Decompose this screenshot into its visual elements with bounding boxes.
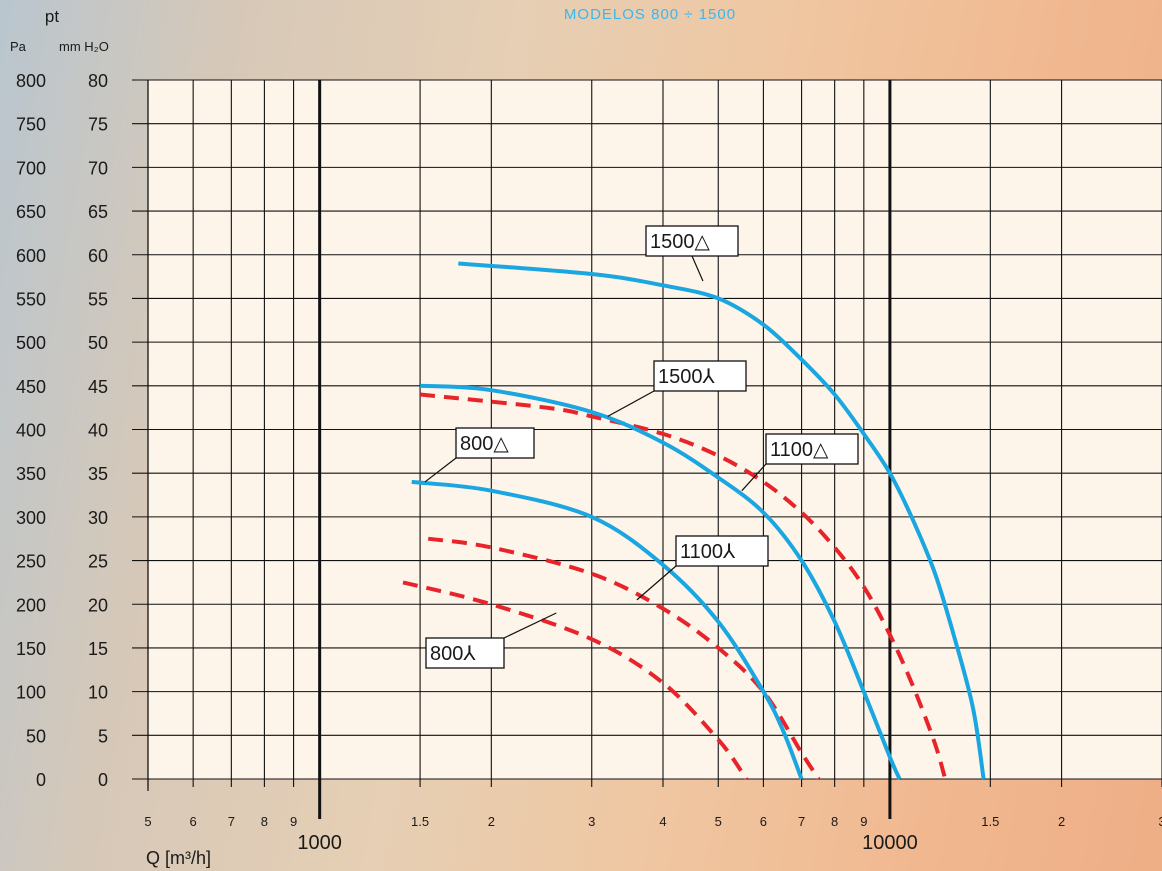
series-label-box xyxy=(653,360,747,392)
series-leader xyxy=(691,255,704,282)
y-tick-mm: 65 xyxy=(88,202,108,222)
y-tick-mm: 15 xyxy=(88,639,108,659)
x-tick-major: 1000 xyxy=(297,832,342,854)
x-tick: 5 xyxy=(144,814,151,829)
y-tick-pa: 450 xyxy=(16,377,46,397)
series-label-box xyxy=(765,433,859,465)
y-tick-pa: 200 xyxy=(16,595,46,615)
y-tick-mm: 5 xyxy=(98,726,108,746)
series-leader xyxy=(424,457,457,483)
y-tick-pa: 500 xyxy=(16,333,46,353)
x-tick: 2 xyxy=(1058,814,1065,829)
series-line xyxy=(458,261,986,780)
series-label: 1100⅄ xyxy=(680,541,736,563)
y-tick-mm: 45 xyxy=(88,377,108,397)
x-tick: 7 xyxy=(798,814,805,829)
x-axis-label: Q [m³/h] xyxy=(146,848,211,868)
y-tick-pa: 0 xyxy=(36,770,46,790)
series-line xyxy=(427,536,821,781)
y-ticks: 0 0 50 5 100 10 150 15 200 20 250 25 300 30 350 35 400 40… xyxy=(16,71,108,790)
y-tick-pa: 150 xyxy=(16,639,46,659)
y-tick-mm: 20 xyxy=(88,595,108,615)
series-leader xyxy=(503,612,557,639)
series-label-box xyxy=(675,535,769,567)
series-labels: 1500△ 1500⅄ 1100△ 1100⅄ 800△ 800⅄ xyxy=(424,225,859,669)
series-layer xyxy=(402,261,986,781)
x-tick: 9 xyxy=(290,814,297,829)
series-line xyxy=(411,479,804,780)
y-tick-pa: 750 xyxy=(16,115,46,135)
series-label-box xyxy=(455,427,535,459)
x-tick: 9 xyxy=(860,814,867,829)
y-tick-mm: 60 xyxy=(88,246,108,266)
y-tick-mm: 25 xyxy=(88,552,108,572)
grid xyxy=(132,79,1162,819)
y-tick-pa: 400 xyxy=(16,421,46,441)
y-tick-pa: 350 xyxy=(16,464,46,484)
x-tick: 3 xyxy=(1158,814,1162,829)
chart-title: MODELOS 800 ÷ 1500 xyxy=(564,6,736,23)
y-tick-pa: 250 xyxy=(16,552,46,572)
y-axis-unit-mm: mm H₂O xyxy=(59,39,109,54)
x-tick: 3 xyxy=(588,814,595,829)
series-label: 1500△ xyxy=(650,231,710,253)
y-axis-unit-pa: Pa xyxy=(10,39,27,54)
y-tick-pa: 700 xyxy=(16,158,46,178)
y-tick-pa: 650 xyxy=(16,202,46,222)
x-tick: 5 xyxy=(715,814,722,829)
series-label: 800△ xyxy=(460,433,509,455)
x-tick: 8 xyxy=(831,814,838,829)
series-leader xyxy=(607,390,655,417)
series-label-box xyxy=(645,225,739,257)
y-tick-mm: 55 xyxy=(88,289,108,309)
y-tick-mm: 0 xyxy=(98,770,108,790)
y-tick-pa: 800 xyxy=(16,71,46,91)
y-tick-mm: 75 xyxy=(88,115,108,135)
series-leader xyxy=(636,565,677,601)
x-tick: 2 xyxy=(488,814,495,829)
series-label: 800⅄ xyxy=(430,643,476,665)
x-tick: 6 xyxy=(760,814,767,829)
series-line xyxy=(419,392,948,780)
series-label: 1100△ xyxy=(770,439,829,461)
y-tick-pa: 300 xyxy=(16,508,46,528)
y-tick-mm: 80 xyxy=(88,71,108,91)
x-tick: 7 xyxy=(228,814,235,829)
series-line xyxy=(402,580,749,781)
y-tick-pa: 100 xyxy=(16,683,46,703)
y-tick-mm: 70 xyxy=(88,158,108,178)
y-tick-mm: 30 xyxy=(88,508,108,528)
x-tick: 6 xyxy=(190,814,197,829)
x-tick: 4 xyxy=(659,814,666,829)
y-tick-pa: 50 xyxy=(26,726,46,746)
y-tick-pa: 600 xyxy=(16,246,46,266)
x-tick: 1.5 xyxy=(411,814,429,829)
series-line xyxy=(419,383,902,780)
y-tick-mm: 10 xyxy=(88,683,108,703)
y-axis-label: pt xyxy=(45,7,59,26)
series-label: 1500⅄ xyxy=(658,366,715,388)
y-tick-mm: 50 xyxy=(88,333,108,353)
y-tick-mm: 35 xyxy=(88,464,108,484)
x-tick: 8 xyxy=(261,814,268,829)
y-tick-mm: 40 xyxy=(88,421,108,441)
x-tick: 1.5 xyxy=(981,814,999,829)
x-tick-major: 10000 xyxy=(862,832,918,854)
series-label-box xyxy=(425,637,505,669)
y-tick-pa: 550 xyxy=(16,289,46,309)
series-leader xyxy=(741,463,767,492)
